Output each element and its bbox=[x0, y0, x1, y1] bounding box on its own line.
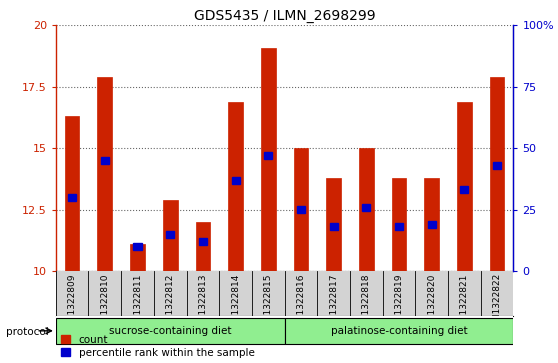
Bar bbox=[56, 318, 285, 344]
Text: GSM1322810: GSM1322810 bbox=[100, 273, 109, 334]
Bar bbox=[166, 231, 174, 237]
Bar bbox=[460, 187, 468, 193]
Legend: count, percentile rank within the sample: count, percentile rank within the sample bbox=[61, 335, 254, 358]
Bar bbox=[261, 48, 276, 271]
Bar bbox=[101, 157, 109, 164]
Text: GSM1322822: GSM1322822 bbox=[493, 273, 502, 333]
Bar bbox=[68, 194, 76, 201]
Bar bbox=[65, 116, 79, 271]
Bar bbox=[493, 162, 501, 169]
Text: GSM1322820: GSM1322820 bbox=[427, 273, 436, 334]
Text: GSM1322816: GSM1322816 bbox=[296, 273, 305, 334]
Bar bbox=[457, 102, 472, 271]
Bar bbox=[195, 222, 210, 271]
Bar bbox=[199, 238, 207, 245]
Text: GSM1322809: GSM1322809 bbox=[68, 273, 76, 334]
Bar bbox=[490, 77, 504, 271]
Bar bbox=[362, 204, 371, 211]
Bar bbox=[232, 177, 239, 184]
Text: GSM1322817: GSM1322817 bbox=[329, 273, 338, 334]
Bar bbox=[163, 200, 177, 271]
Bar bbox=[285, 318, 513, 344]
Text: GSM1322812: GSM1322812 bbox=[166, 273, 175, 334]
Text: GSM1322815: GSM1322815 bbox=[264, 273, 273, 334]
Title: GDS5435 / ILMN_2698299: GDS5435 / ILMN_2698299 bbox=[194, 9, 376, 23]
Text: GSM1322813: GSM1322813 bbox=[199, 273, 208, 334]
Text: protocol: protocol bbox=[6, 327, 49, 337]
Bar bbox=[424, 178, 439, 271]
Bar bbox=[326, 178, 341, 271]
Bar bbox=[130, 244, 145, 271]
Bar bbox=[395, 223, 403, 230]
Bar bbox=[264, 152, 272, 159]
Bar bbox=[294, 148, 308, 271]
Bar bbox=[427, 221, 436, 228]
Bar bbox=[359, 148, 374, 271]
Bar bbox=[330, 223, 338, 230]
Text: GSM1322819: GSM1322819 bbox=[395, 273, 403, 334]
Text: GSM1322821: GSM1322821 bbox=[460, 273, 469, 334]
Text: GSM1322811: GSM1322811 bbox=[133, 273, 142, 334]
Bar bbox=[297, 206, 305, 213]
Text: sucrose-containing diet: sucrose-containing diet bbox=[109, 326, 232, 336]
Text: GSM1322814: GSM1322814 bbox=[231, 273, 240, 334]
Bar bbox=[392, 178, 406, 271]
Bar bbox=[98, 77, 112, 271]
Text: GSM1322818: GSM1322818 bbox=[362, 273, 371, 334]
Bar bbox=[228, 102, 243, 271]
Bar bbox=[133, 243, 142, 250]
Text: palatinose-containing diet: palatinose-containing diet bbox=[331, 326, 467, 336]
